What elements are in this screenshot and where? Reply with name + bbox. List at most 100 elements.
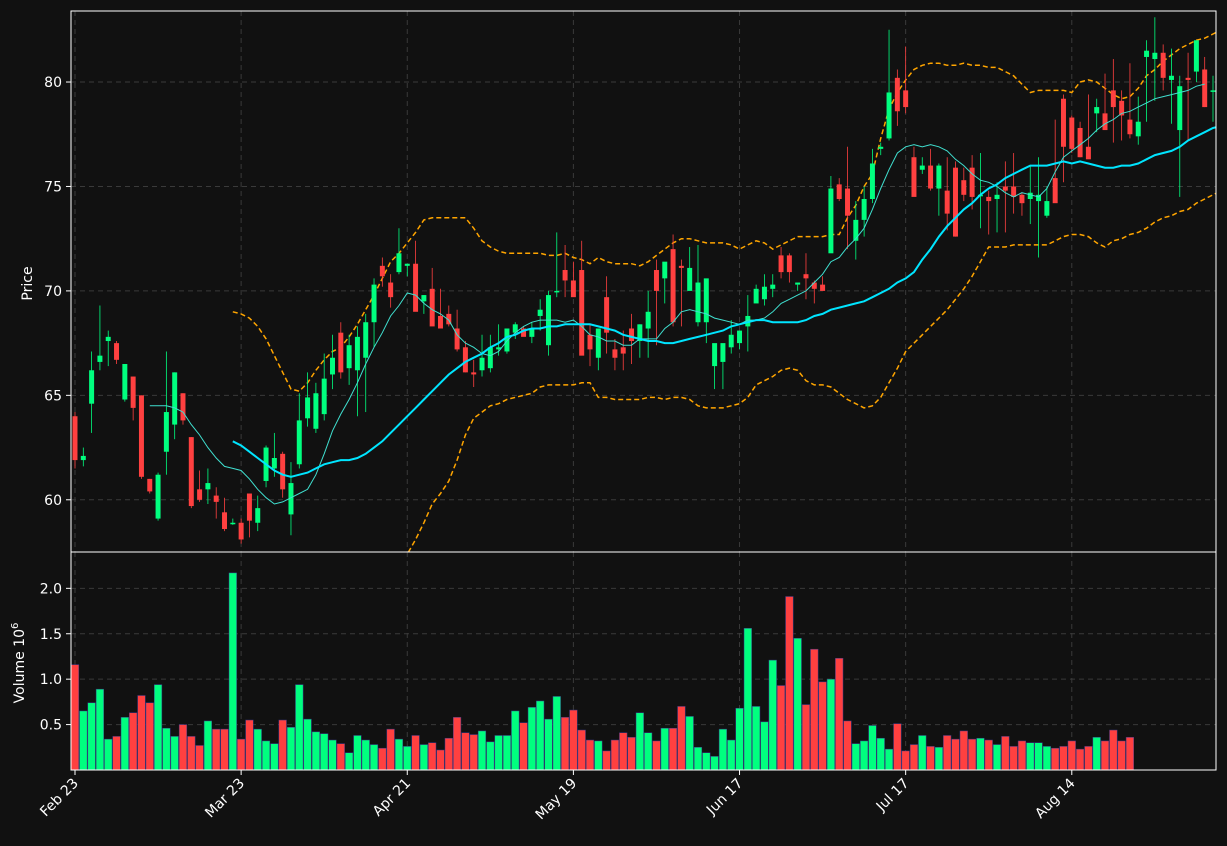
candle-body — [147, 478, 153, 492]
volume-bar — [984, 739, 993, 770]
volume-bar — [569, 709, 578, 770]
candle-body — [1144, 50, 1150, 57]
volume-bar — [934, 747, 943, 770]
candle-body — [1185, 77, 1191, 80]
candle-body — [911, 157, 917, 197]
volume-bar — [968, 738, 977, 770]
volume-bar — [519, 722, 528, 770]
candle-body — [72, 416, 78, 461]
candle-body — [188, 437, 194, 507]
candle-body — [645, 311, 651, 329]
candle-body — [994, 194, 1000, 199]
volume-bar — [1017, 740, 1027, 770]
volume-bar — [1051, 747, 1060, 770]
candle-body — [371, 284, 377, 323]
volume-bar — [776, 685, 786, 770]
candle-body — [504, 328, 510, 352]
price-axis-label: Price — [20, 266, 36, 300]
candle-body — [1193, 40, 1199, 72]
candle-body — [114, 343, 120, 360]
candle-body — [305, 397, 311, 419]
candle-body — [1152, 52, 1158, 60]
candle-body — [1044, 201, 1050, 216]
moving-average-short-line — [149, 83, 1205, 505]
candle-body — [437, 315, 443, 329]
volume-bar — [486, 741, 495, 770]
volume-bar — [552, 696, 561, 770]
candle-body — [255, 508, 261, 523]
candle-body — [1168, 75, 1174, 80]
candle-body — [1060, 98, 1066, 147]
volume-bar — [735, 707, 744, 770]
candle-body — [280, 453, 286, 490]
volume-bar — [710, 756, 719, 770]
candle-body — [894, 77, 900, 112]
candle-body — [1135, 121, 1141, 137]
volume-bar — [270, 743, 279, 770]
volume-bar — [768, 659, 777, 770]
volume-bar — [959, 730, 968, 770]
candle-body — [446, 313, 452, 325]
volume-bar — [320, 733, 329, 770]
volume-bar — [1059, 746, 1068, 770]
volume-bar — [810, 648, 819, 770]
volume-bar — [1009, 746, 1018, 770]
candle-body — [637, 324, 643, 342]
volume-bar — [785, 596, 794, 770]
bollinger-lower-line — [407, 192, 1216, 552]
candle-body — [828, 188, 834, 254]
volume-bar — [677, 706, 686, 770]
volume-bar — [992, 744, 1002, 770]
volume-bar — [860, 740, 869, 770]
candle-body — [363, 322, 369, 358]
candle-body — [230, 522, 236, 525]
volume-bar — [411, 735, 420, 770]
volume-bar — [702, 752, 711, 770]
volume-bar — [129, 712, 138, 770]
candle-body — [712, 343, 718, 367]
price-ytick-label: 75 — [44, 179, 62, 195]
candle-body — [346, 345, 352, 369]
price-frame — [70, 10, 1217, 553]
candle-body — [554, 290, 560, 293]
volume-ytick-label: 1.0 — [40, 672, 62, 688]
volume-bar — [353, 735, 362, 770]
candle-body — [953, 167, 958, 237]
price-plot-area — [72, 17, 1216, 552]
candle-body — [1019, 194, 1025, 204]
volume-bar — [286, 727, 296, 770]
candle-body — [1127, 119, 1133, 135]
candle-body — [537, 309, 543, 316]
candle-body — [1210, 90, 1216, 92]
candle-body — [413, 263, 419, 312]
candle-body — [695, 282, 701, 323]
volume-bar — [253, 728, 262, 770]
candle-body — [903, 90, 909, 108]
volume-bar — [444, 737, 453, 770]
volume-axis-label: Volume 106 — [10, 623, 28, 704]
price-ytick-label: 80 — [44, 75, 62, 91]
candle-body — [130, 376, 136, 408]
volume-bar — [112, 736, 121, 770]
candle-body — [961, 180, 967, 195]
candle-body — [105, 336, 111, 342]
x-tick-label: Jul 17 — [873, 776, 913, 816]
volume-bar — [1067, 740, 1076, 770]
candle-body — [97, 355, 103, 362]
candle-body — [1160, 52, 1166, 78]
candle-body — [197, 489, 203, 500]
candle-body — [703, 278, 709, 323]
volume-bar — [868, 725, 877, 770]
candle-body — [670, 249, 676, 323]
volume-bar — [876, 737, 885, 770]
volume-bar — [793, 638, 802, 770]
candle-body — [429, 288, 435, 327]
volume-bar — [228, 572, 237, 770]
volume-bar — [328, 739, 337, 770]
candle-body — [338, 332, 344, 373]
volume-bar — [87, 702, 96, 770]
volume-bar — [951, 738, 960, 770]
volume-bar — [104, 738, 113, 770]
volume-bar — [178, 724, 188, 770]
